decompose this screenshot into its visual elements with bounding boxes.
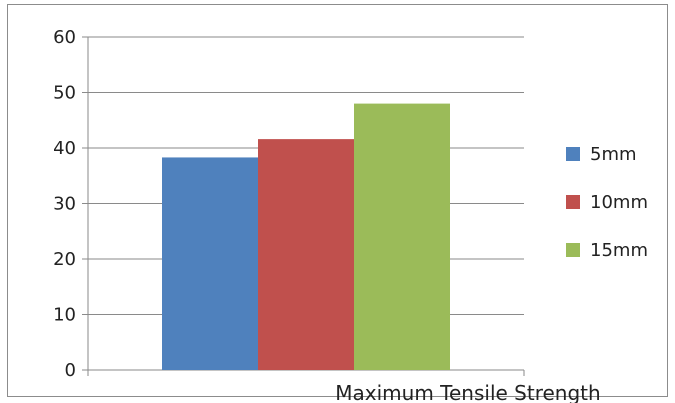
bars <box>162 103 450 370</box>
y-tick-label: 60 <box>53 27 76 48</box>
y-tick-label: 10 <box>53 305 76 326</box>
legend-swatch-15mm <box>566 243 580 257</box>
x-category-label: Maximum Tensile Strength <box>335 381 600 403</box>
legend-label: 5mm <box>590 144 637 165</box>
legend-swatch-5mm <box>566 147 580 161</box>
bar-10mm <box>258 139 354 370</box>
y-tick-label: 40 <box>53 138 76 159</box>
bar-5mm <box>162 157 258 370</box>
gridlines <box>88 36 524 315</box>
legend: 5mm 10mm 15mm <box>566 144 648 261</box>
y-tick-label: 50 <box>53 83 76 104</box>
bar-15mm <box>354 103 450 370</box>
y-axis-tick-labels: 0 10 20 30 40 50 60 <box>53 27 76 381</box>
legend-label: 15mm <box>590 240 648 261</box>
legend-label: 10mm <box>590 192 648 213</box>
x-axis-category-labels: Maximum Tensile Strength <box>335 381 600 403</box>
legend-swatch-10mm <box>566 195 580 209</box>
y-tick-label: 0 <box>65 360 76 381</box>
y-tick-label: 30 <box>53 194 76 215</box>
y-tick-label: 20 <box>53 249 76 270</box>
